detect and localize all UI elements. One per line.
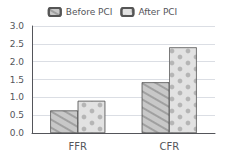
svg-text:0.0: 0.0 bbox=[10, 128, 25, 138]
svg-text:1.0: 1.0 bbox=[10, 92, 25, 102]
svg-text:CFR: CFR bbox=[159, 141, 179, 152]
svg-text:FFR: FFR bbox=[69, 141, 88, 152]
svg-text:2.0: 2.0 bbox=[10, 57, 25, 67]
svg-text:2.5: 2.5 bbox=[10, 39, 24, 49]
svg-text:Before PCI: Before PCI bbox=[66, 7, 113, 17]
svg-text:3.0: 3.0 bbox=[10, 21, 25, 31]
svg-text:After PCI: After PCI bbox=[138, 7, 177, 17]
svg-text:0.5: 0.5 bbox=[10, 110, 24, 120]
svg-text:1.5: 1.5 bbox=[10, 75, 24, 85]
